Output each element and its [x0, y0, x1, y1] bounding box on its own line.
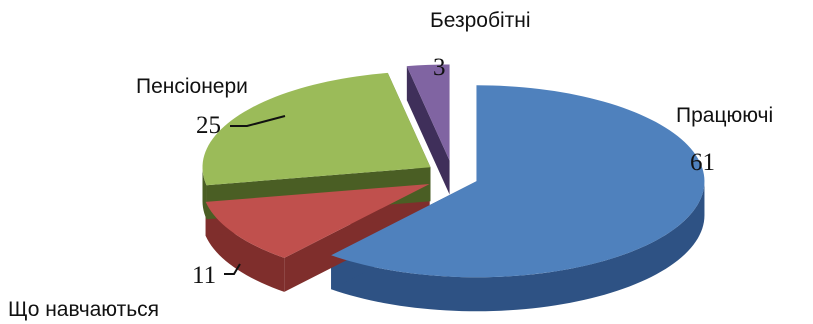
leader-line-pensioners [230, 115, 286, 127]
slice-pensioners [202, 72, 431, 186]
slice-wall-working [331, 181, 705, 312]
slice-working [331, 85, 705, 278]
value-label-unemployed: 3 [433, 54, 446, 81]
category-label-working: Працюючі [676, 104, 773, 127]
category-label-pensioners: Пенсіонери [136, 75, 248, 98]
slice-wall-pensioners [202, 167, 207, 220]
category-label-students: Що навчаються [8, 298, 159, 321]
slice-students [205, 183, 430, 258]
slice-tops [202, 64, 705, 278]
value-label-pensioners: 25 [196, 112, 221, 139]
category-label-unemployed: Безробітні [430, 9, 531, 32]
value-label-students: 11 [192, 262, 216, 289]
slice-unemployed [406, 64, 450, 161]
slice-wall-students [205, 201, 285, 292]
value-label-working: 61 [690, 149, 715, 176]
leader-line-students [224, 263, 241, 275]
slice-edge-unemployed-0 [406, 66, 450, 195]
